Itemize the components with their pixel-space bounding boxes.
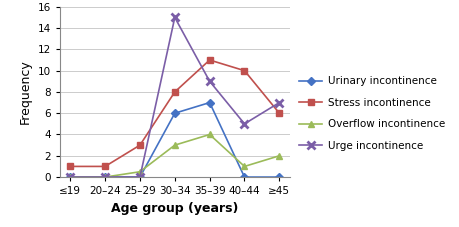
Line: Urge incontinence: Urge incontinence <box>66 13 283 181</box>
Legend: Urinary incontinence, Stress incontinence, Overflow incontinence, Urge incontine: Urinary incontinence, Stress incontinenc… <box>297 74 446 153</box>
Overflow incontinence <box>276 154 281 157</box>
Urge incontinence <box>102 176 107 178</box>
Line: Stress incontinence: Stress incontinence <box>67 57 282 170</box>
Stress incontinence <box>102 165 107 168</box>
Overflow incontinence <box>207 133 212 136</box>
Urinary incontinence <box>172 112 177 115</box>
Urinary incontinence <box>276 176 281 178</box>
Y-axis label: Frequency: Frequency <box>19 59 32 124</box>
Urge incontinence <box>172 16 177 19</box>
Overflow incontinence <box>137 170 142 173</box>
Urinary incontinence <box>241 176 247 178</box>
Stress incontinence <box>207 59 212 61</box>
Urge incontinence <box>241 123 247 125</box>
Urge incontinence <box>67 176 73 178</box>
Stress incontinence <box>67 165 73 168</box>
Urinary incontinence <box>137 176 142 178</box>
Overflow incontinence <box>67 176 73 178</box>
Urinary incontinence <box>67 176 73 178</box>
Overflow incontinence <box>241 165 247 168</box>
X-axis label: Age group (years): Age group (years) <box>111 202 238 215</box>
Stress incontinence <box>241 69 247 72</box>
Urge incontinence <box>276 101 281 104</box>
Stress incontinence <box>276 112 281 115</box>
Overflow incontinence <box>102 176 107 178</box>
Urge incontinence <box>137 176 142 178</box>
Urge incontinence <box>207 80 212 83</box>
Line: Urinary incontinence: Urinary incontinence <box>67 99 282 180</box>
Overflow incontinence <box>172 144 177 146</box>
Urinary incontinence <box>207 101 212 104</box>
Stress incontinence <box>172 91 177 93</box>
Urinary incontinence <box>102 176 107 178</box>
Line: Overflow incontinence: Overflow incontinence <box>67 131 282 180</box>
Stress incontinence <box>137 144 142 146</box>
